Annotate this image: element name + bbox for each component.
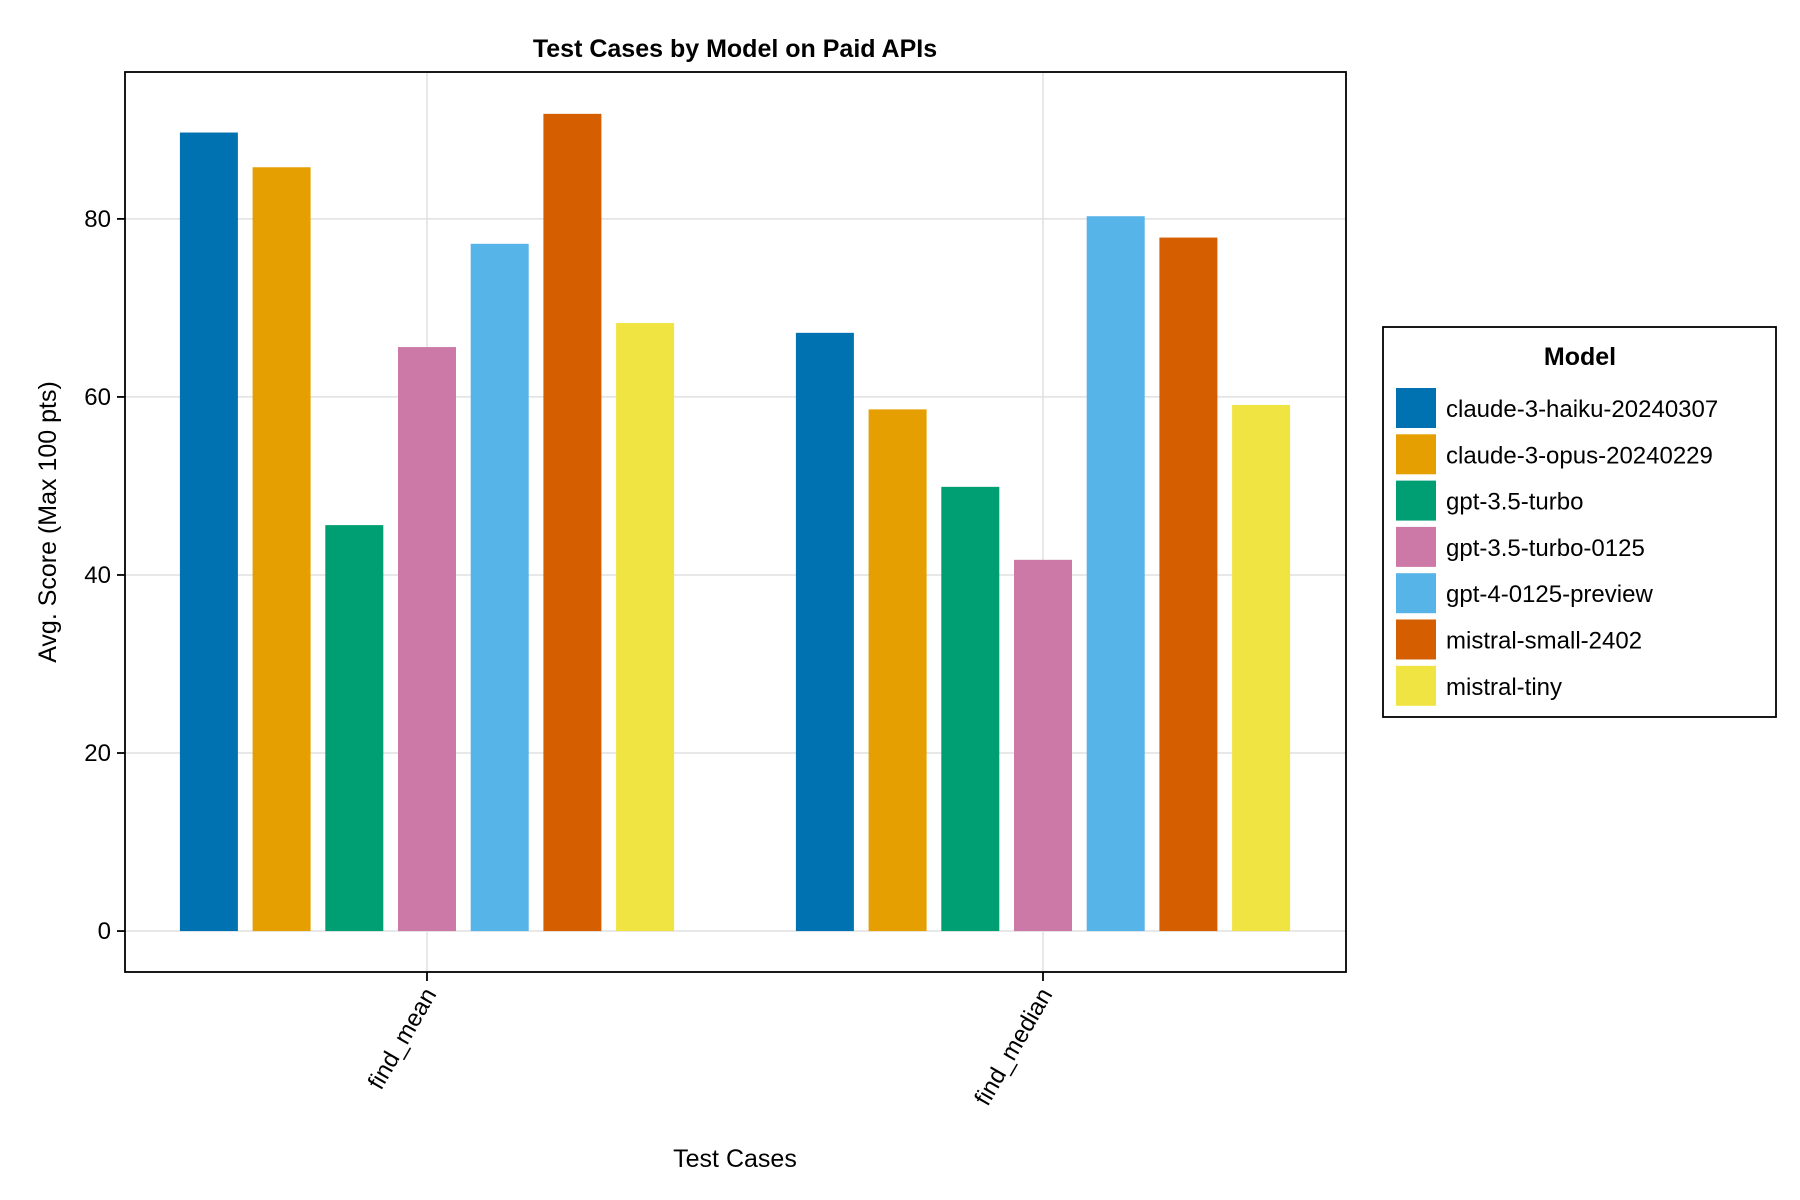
bar xyxy=(1014,559,1072,932)
chart-title: Test Cases by Model on Paid APIs xyxy=(533,35,937,63)
x-axis-label: Test Cases xyxy=(673,1145,797,1173)
legend-label: mistral-tiny xyxy=(1446,674,1562,701)
y-tick-label: 0 xyxy=(98,918,111,945)
plot-frame xyxy=(124,71,1347,973)
legend-swatch xyxy=(1396,434,1436,475)
y-tick-label: 60 xyxy=(84,384,111,411)
x-tick-label: find_median xyxy=(969,984,1058,1111)
bar xyxy=(795,332,854,932)
legend-label: gpt-3.5-turbo-0125 xyxy=(1446,535,1645,562)
legend-swatch xyxy=(1396,526,1436,567)
bar xyxy=(1159,237,1218,932)
bar xyxy=(470,243,529,932)
legend-label: claude-3-haiku-20240307 xyxy=(1446,396,1718,423)
bar xyxy=(1086,216,1145,932)
x-axis-ticks: find_mean find_median xyxy=(363,972,1058,1110)
legend-swatch xyxy=(1396,573,1436,614)
legend-label: claude-3-opus-20240229 xyxy=(1446,442,1713,469)
bar xyxy=(325,525,384,932)
bar xyxy=(616,323,675,932)
legend-items: claude-3-haiku-20240307 claude-3-opus-202… xyxy=(1396,388,1718,706)
bar xyxy=(941,486,1000,932)
y-tick-label: 20 xyxy=(84,740,111,767)
bar xyxy=(252,167,311,932)
legend-swatch xyxy=(1396,480,1436,521)
legend-title: Model xyxy=(1544,343,1616,371)
legend-swatch xyxy=(1396,619,1436,660)
y-axis-ticks: 0 20 40 60 80 xyxy=(84,206,125,945)
legend-label: gpt-3.5-turbo xyxy=(1446,489,1583,516)
legend-swatch xyxy=(1396,388,1436,428)
x-tick-label: find_mean xyxy=(363,984,442,1095)
legend-swatch xyxy=(1396,665,1436,706)
bar xyxy=(543,113,602,932)
y-tick-label: 40 xyxy=(84,562,111,589)
bar xyxy=(179,132,238,932)
bar xyxy=(868,409,927,932)
y-tick-label: 80 xyxy=(84,206,111,233)
bars xyxy=(179,113,1291,932)
legend-label: gpt-4-0125-preview xyxy=(1446,581,1653,608)
legend: Model claude-3-haiku-20240307 claude-3-op… xyxy=(1382,326,1777,718)
bar xyxy=(1232,404,1291,932)
bar xyxy=(398,347,456,932)
legend-label: mistral-small-2402 xyxy=(1446,628,1642,655)
y-axis-label: Avg. Score (Max 100 pts) xyxy=(34,381,62,663)
legend-frame xyxy=(1382,326,1777,718)
